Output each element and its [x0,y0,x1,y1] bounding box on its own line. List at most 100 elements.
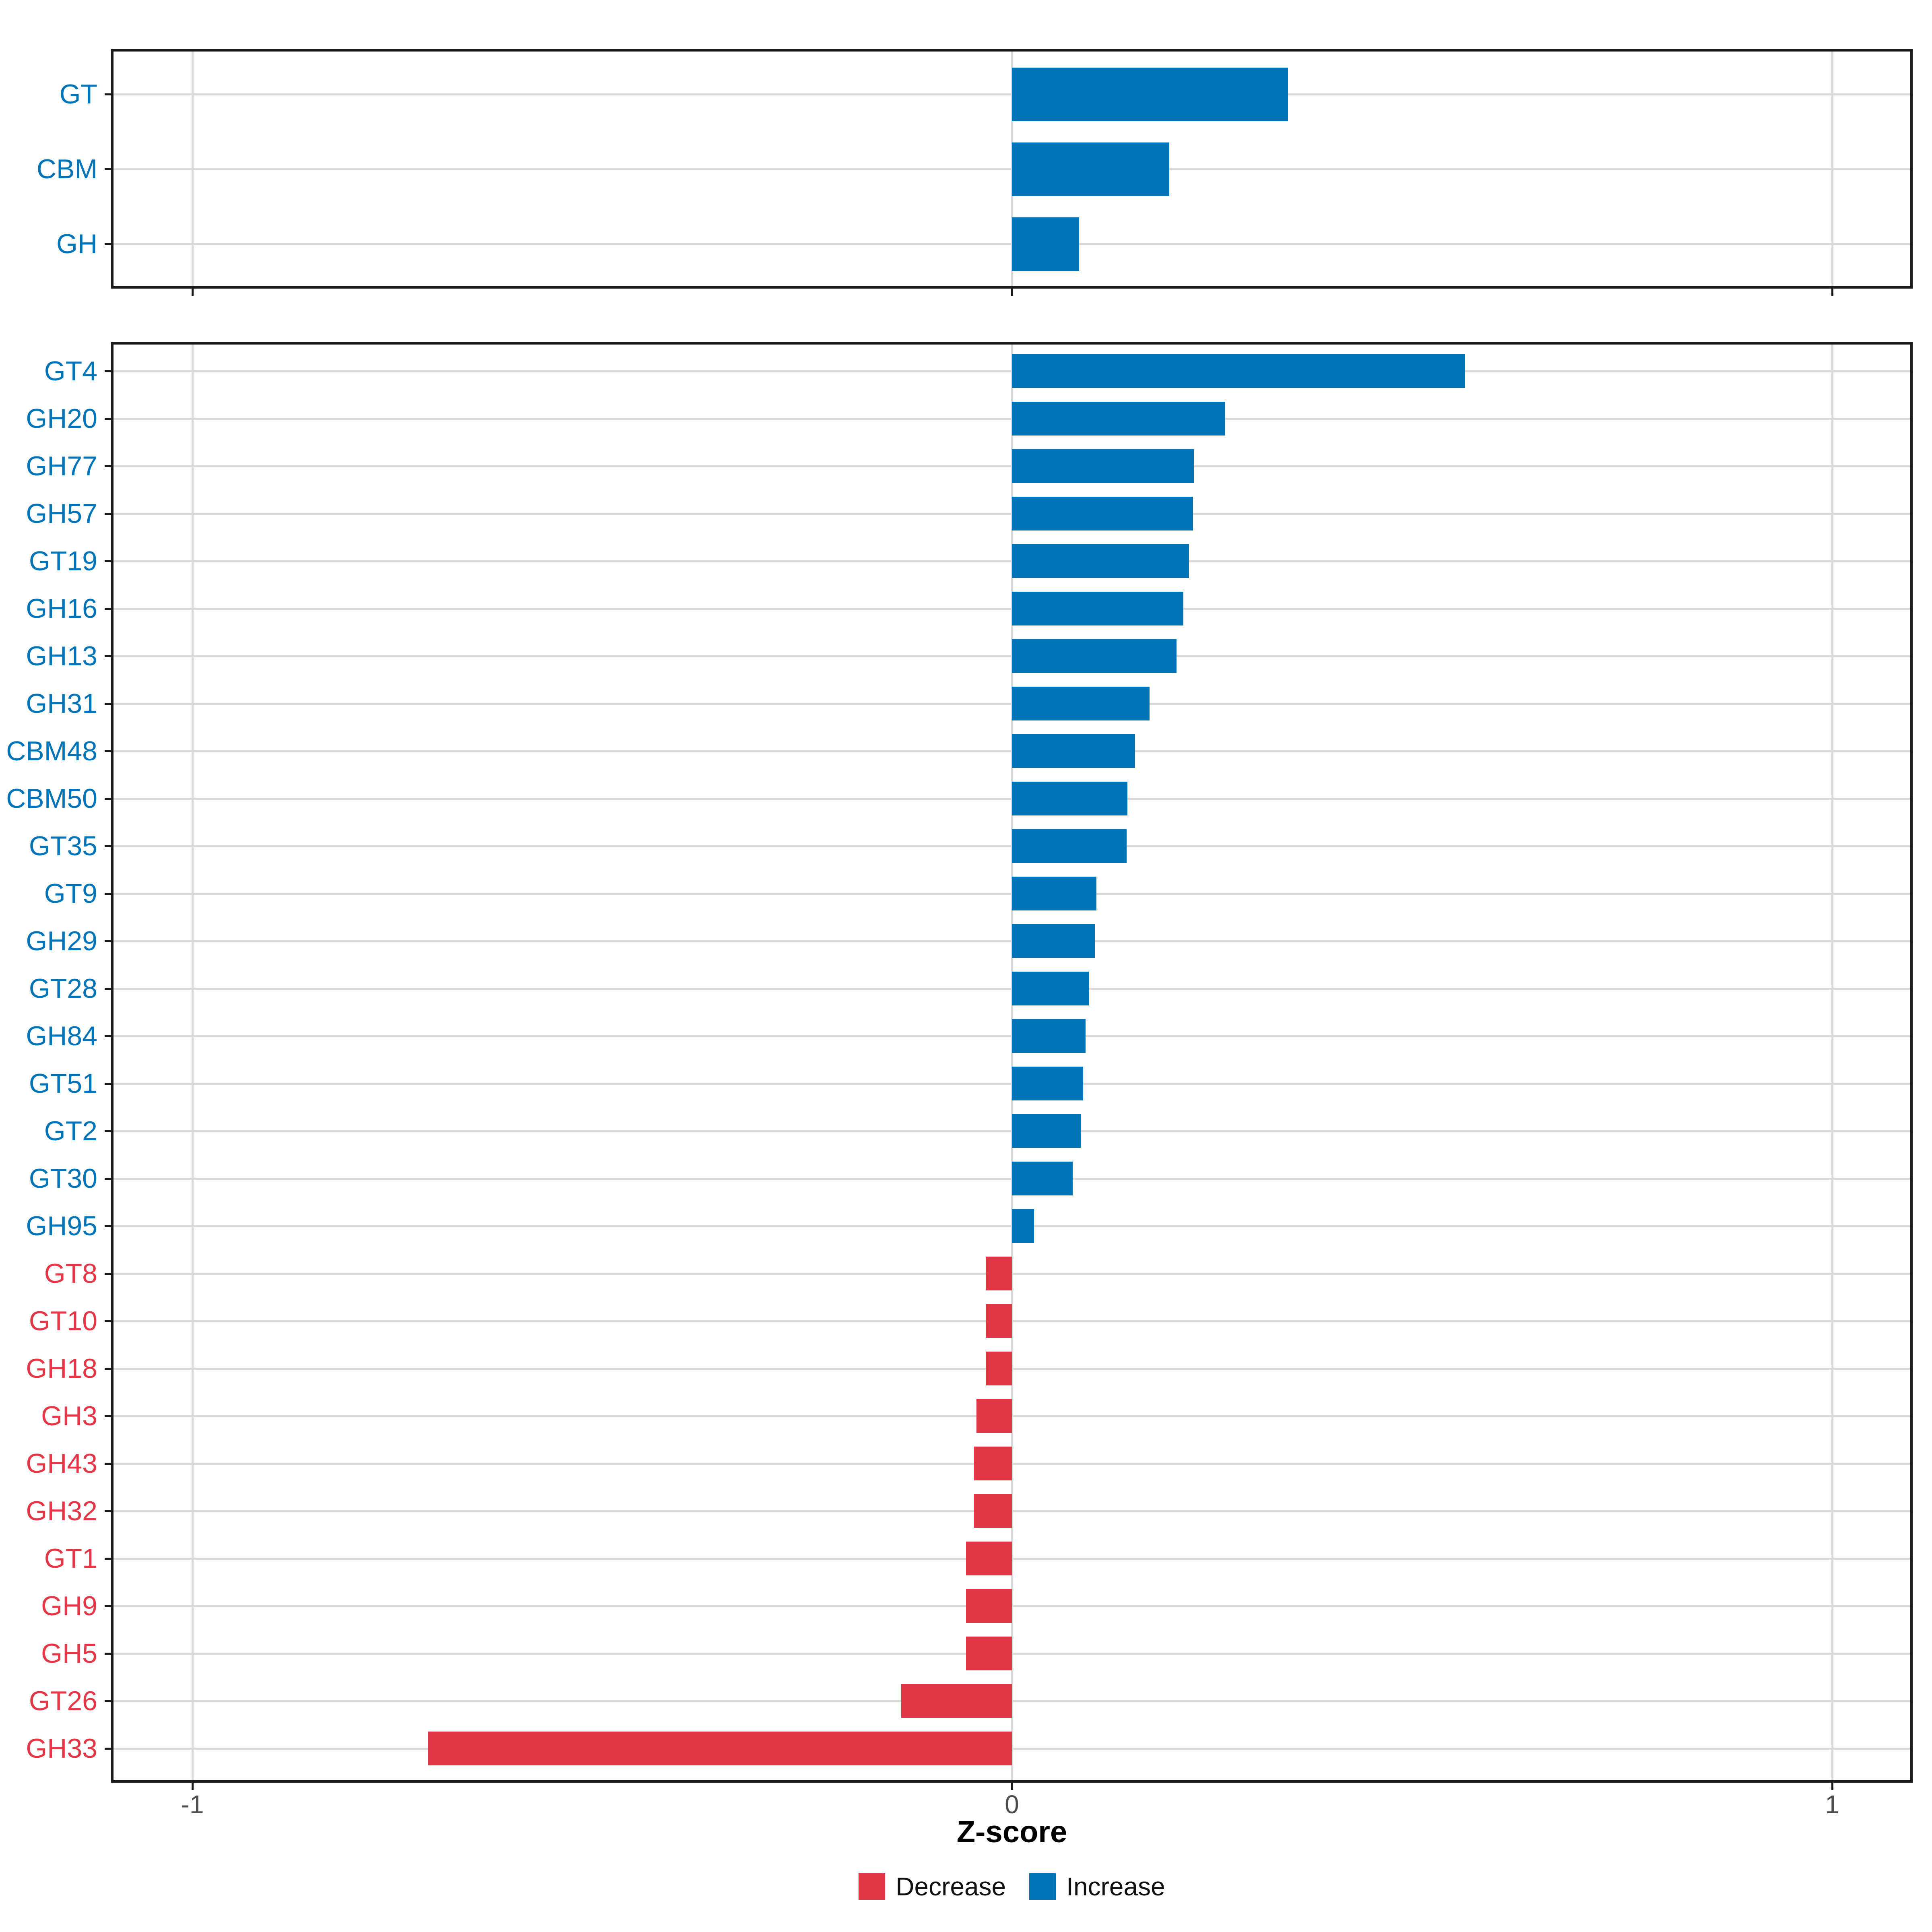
y-axis-label-GH5: GH5 [41,1638,97,1669]
y-tick-mark [105,702,111,705]
bar-GH [1012,217,1080,271]
y-tick-mark [105,845,111,847]
bar-CBM [1012,142,1170,196]
legend-label-decrease: Decrease [896,1872,1006,1901]
y-axis-label-GH: GH [56,229,97,259]
bar-GH16 [1012,592,1183,625]
y-axis-label-GH31: GH31 [26,688,97,719]
y-axis-label-GT10: GT10 [29,1306,97,1336]
bar-GH13 [1012,639,1177,673]
y-gridline [114,1557,1910,1560]
bar-GT1 [966,1542,1012,1575]
y-tick-mark [105,1320,111,1322]
y-tick-mark [105,1225,111,1227]
y-axis-label-GT30: GT30 [29,1163,97,1194]
x-axis-title: Z-score [956,1815,1067,1849]
y-tick-mark [105,1510,111,1512]
y-axis-label-GH20: GH20 [26,403,97,434]
bar-GH43 [974,1447,1012,1480]
x-tick-mark [1011,289,1013,296]
y-axis-label-GH9: GH9 [41,1591,97,1621]
y-tick-mark [105,93,111,95]
y-tick-mark [105,940,111,942]
x-tick-mark [191,1783,194,1790]
y-axis-label-GH3: GH3 [41,1401,97,1431]
y-axis-label-GT26: GT26 [29,1686,97,1716]
y-tick-mark [105,370,111,372]
x-tick-label-0: 0 [1005,1790,1019,1819]
x-gridline [1011,345,1013,1780]
y-tick-mark [105,465,111,467]
bar-CBM50 [1012,782,1128,815]
bar-GH95 [1012,1209,1034,1243]
legend-label-increase: Increase [1066,1872,1165,1901]
bar-GH18 [985,1352,1012,1385]
y-axis-label-GH32: GH32 [26,1496,97,1526]
x-gridline [1831,345,1833,1780]
y-tick-mark [105,1700,111,1702]
bar-GH20 [1012,402,1225,436]
y-tick-mark [105,655,111,657]
x-tick-mark [191,289,194,296]
y-tick-mark [105,1557,111,1560]
y-tick-mark [105,1035,111,1037]
legend-swatch-decrease [859,1873,886,1900]
bar-GT26 [901,1684,1012,1718]
y-tick-mark [105,797,111,800]
bar-GT2 [1012,1114,1081,1148]
y-axis-label-CBM48: CBM48 [6,736,97,766]
bar-GH77 [1012,449,1194,483]
x-tick-mark [1831,1783,1833,1790]
bar-GT51 [1012,1067,1084,1100]
y-tick-mark [105,607,111,610]
bar-GH57 [1012,497,1193,530]
y-tick-mark [105,1130,111,1132]
y-tick-mark [105,168,111,170]
y-tick-mark [105,1177,111,1180]
y-gridline [114,1415,1910,1417]
bar-GH29 [1012,924,1095,958]
bar-GT35 [1012,829,1127,863]
bar-GH5 [966,1637,1012,1670]
y-tick-mark [105,1082,111,1085]
bar-GT9 [1012,877,1096,910]
y-tick-mark [105,512,111,515]
legend-item-decrease: Decrease [859,1872,1006,1901]
x-tick-label-1: 1 [1825,1790,1839,1819]
y-gridline [114,1510,1910,1512]
y-axis-label-GH13: GH13 [26,641,97,671]
y-tick-mark [105,560,111,562]
bar-GH9 [966,1589,1012,1623]
y-tick-mark [105,1747,111,1750]
legend-item-increase: Increase [1029,1872,1165,1901]
y-axis-label-GT28: GT28 [29,973,97,1004]
y-axis-label-CBM50: CBM50 [6,783,97,814]
x-tick-mark [1831,289,1833,296]
y-gridline [114,1652,1910,1655]
bar-GH32 [974,1494,1012,1528]
bar-GT8 [985,1257,1012,1290]
x-tick-mark [1011,1783,1013,1790]
y-tick-mark [105,243,111,245]
y-axis-label-GH77: GH77 [26,451,97,481]
y-gridline [114,1700,1910,1702]
y-gridline [114,1367,1910,1370]
y-tick-mark [105,1272,111,1275]
y-axis-label-GH33: GH33 [26,1733,97,1764]
bar-GT4 [1012,354,1466,388]
y-axis-label-GT4: GT4 [44,356,97,386]
y-axis-label-GT: GT [59,79,97,109]
y-axis-label-GT19: GT19 [29,546,97,576]
y-tick-mark [105,750,111,752]
panel-cazyme-family [111,342,1913,1783]
bar-GT10 [985,1304,1012,1338]
y-axis-label-GT8: GT8 [44,1258,97,1289]
y-axis-label-GT2: GT2 [44,1116,97,1146]
bar-GH31 [1012,687,1150,720]
y-tick-mark [105,1652,111,1655]
y-tick-mark [105,1462,111,1465]
y-gridline [114,1462,1910,1465]
bar-GH33 [428,1732,1012,1765]
panel-cazyme-class [111,49,1913,289]
